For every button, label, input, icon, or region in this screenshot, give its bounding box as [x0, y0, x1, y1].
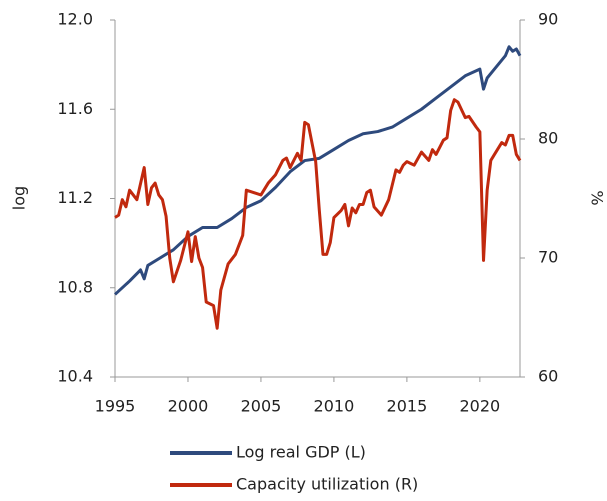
y2-tick-label: 70 [538, 248, 558, 267]
y-tick-label: 11.6 [57, 99, 93, 118]
x-tick-label: 2015 [387, 397, 428, 416]
y-axis-label: log [10, 186, 29, 210]
x-tick-label: 2005 [241, 397, 282, 416]
x-tick-label: 1995 [95, 397, 136, 416]
y-tick-label: 12.0 [57, 10, 93, 29]
series-line [114, 98, 522, 330]
y-tick-label: 10.4 [57, 367, 93, 386]
y2-tick-label: 90 [538, 10, 558, 29]
y2-tick-label: 80 [538, 129, 558, 148]
y-tick-label: 10.8 [57, 277, 93, 296]
x-tick-label: 2020 [460, 397, 501, 416]
legend-label: Log real GDP (L) [236, 443, 366, 462]
x-tick-label: 2000 [168, 397, 209, 416]
x-tick-label: 2010 [314, 397, 355, 416]
y2-tick-label: 60 [538, 367, 558, 386]
y2-axis-label: % [588, 190, 607, 205]
series-line [113, 45, 522, 296]
y-tick-label: 11.2 [57, 188, 93, 207]
legend-label: Capacity utilization (R) [236, 475, 418, 494]
